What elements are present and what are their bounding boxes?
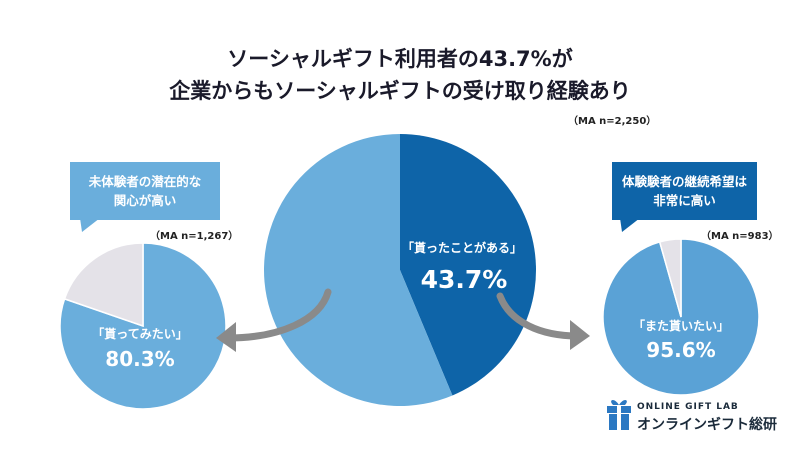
bubble-left-line2: 関心が高い <box>113 193 177 208</box>
right-slice-label: 「また貰いたい」 <box>633 318 729 333</box>
left-pie-slice-1 <box>63 242 144 328</box>
logo-title: オンラインギフト総研 <box>637 417 777 433</box>
center-pie-slice-0 <box>400 134 536 396</box>
left-arrow <box>224 288 332 342</box>
bubble-left: 未体験者の潜在的な 関心が高い <box>70 162 220 220</box>
left-arrowhead-icon <box>216 322 236 352</box>
center-slice-label: 「貰ったことがある」 <box>402 240 522 255</box>
bubble-right: 体験験者の継続希望は 非常に高い <box>612 162 757 220</box>
bubble-right-line2: 非常に高い <box>653 193 716 208</box>
right-pie-slice-1 <box>658 238 682 318</box>
right-slice-value: 95.6% <box>646 338 715 362</box>
left-slice-label: 「貰ってみたい」 <box>92 326 187 341</box>
left-sample-note: （MA n=1,267） <box>150 231 239 242</box>
center-sample-note: （MA n=2,250） <box>568 116 657 127</box>
left-pie <box>59 242 227 410</box>
chart-title-line1: ソーシャルギフト利用者の43.7%が <box>227 47 573 71</box>
left-slice-value: 80.3% <box>105 347 174 371</box>
right-arrow <box>496 292 582 340</box>
gift-box-icon <box>607 400 631 430</box>
center-pie <box>263 134 536 406</box>
right-sample-note: （MA n=983） <box>701 231 779 242</box>
center-pie-slice-1 <box>263 134 453 406</box>
right-pie-slice-0 <box>602 238 760 396</box>
right-arrowhead-icon <box>570 320 590 350</box>
logo-subtitle: ONLINE GIFT LAB <box>637 402 739 412</box>
bubble-left-line1: 未体験者の潜在的な <box>88 174 202 189</box>
chart-title-line2: 企業からもソーシャルギフトの受け取り経験あり <box>169 79 631 103</box>
right-pie <box>602 238 760 396</box>
bubble-left-tail <box>80 218 100 232</box>
center-slice-value: 43.7% <box>421 265 508 294</box>
bubble-right-tail <box>620 218 640 232</box>
bubble-right-line1: 体験験者の継続希望は <box>621 174 747 189</box>
